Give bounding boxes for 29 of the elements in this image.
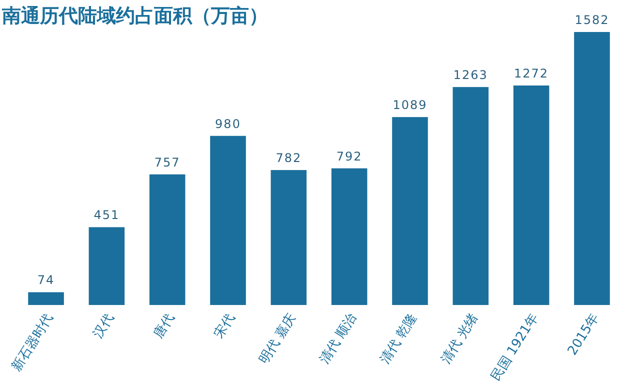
bar <box>28 292 64 305</box>
data-label: 1582 <box>574 13 610 27</box>
data-label: 792 <box>336 149 362 164</box>
bar <box>392 117 428 305</box>
x-tick-label: 清代 光绪 <box>438 311 482 367</box>
bar <box>331 168 368 305</box>
x-tick-label: 清代 乾隆 <box>378 311 420 367</box>
bar <box>574 32 610 305</box>
data-label: 782 <box>276 151 302 166</box>
x-tick-label: 清代 顺治 <box>317 311 360 367</box>
data-label: 1089 <box>392 98 428 112</box>
bar <box>513 85 550 305</box>
data-label: 757 <box>154 155 180 170</box>
chart-title: 南通历代陆域约占面积（万亩） <box>1 5 268 27</box>
x-tick-label: 新石器时代 <box>9 311 56 374</box>
bar <box>452 87 489 305</box>
bar <box>270 170 307 305</box>
bar <box>210 136 246 305</box>
data-label: 1263 <box>453 68 488 82</box>
bar <box>88 227 125 305</box>
x-tick-label: 汉代 <box>90 311 118 342</box>
x-tick-label: 唐代 <box>151 311 178 342</box>
bar <box>149 174 186 305</box>
x-tick-label: 明代 嘉庆 <box>256 311 300 367</box>
data-label: 1272 <box>514 66 549 80</box>
data-label: 451 <box>94 208 120 222</box>
data-label: 74 <box>37 273 55 288</box>
data-label: 980 <box>215 116 241 131</box>
x-tick-label: 宋代 <box>211 310 238 342</box>
